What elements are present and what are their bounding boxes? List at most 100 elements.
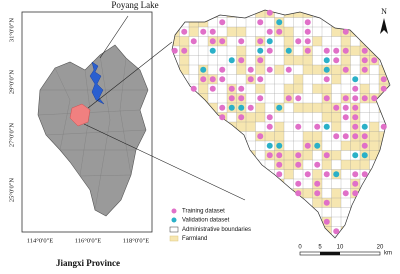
- sample-point: [342, 28, 349, 35]
- farmland-cell: [331, 198, 341, 208]
- sample-point: [304, 38, 311, 45]
- sample-point: [238, 85, 245, 92]
- sample-point: [342, 66, 349, 73]
- sample-point: [352, 152, 359, 159]
- farmland-cell: [236, 27, 246, 37]
- sample-point: [380, 123, 387, 130]
- lake-pointer: [99, 15, 129, 59]
- sample-point: [209, 85, 216, 92]
- sample-point: [380, 85, 387, 92]
- zoom-line: [83, 123, 246, 201]
- farmland-cell: [189, 122, 199, 132]
- sample-point: [181, 47, 188, 54]
- legend-label: Farmland: [182, 236, 207, 242]
- sample-point: [285, 66, 292, 73]
- farmland-cell: [189, 27, 199, 37]
- sample-point: [361, 57, 368, 64]
- farmland-cell: [227, 27, 237, 37]
- legend-swatch: [171, 217, 177, 223]
- farmland-cell: [208, 236, 218, 238]
- farmland-cell: [322, 226, 332, 236]
- farmland-cell: [312, 84, 322, 94]
- farmland-cell: [265, 188, 275, 198]
- sample-point: [342, 190, 349, 197]
- lat-label: 25°0'0"N: [8, 178, 15, 202]
- farmland-cell: [303, 236, 313, 238]
- farmland-cell: [303, 55, 313, 65]
- sample-point: [276, 152, 283, 159]
- sample-point: [257, 76, 264, 83]
- farmland-cell: [369, 169, 379, 179]
- farmland-cell: [208, 188, 218, 198]
- farmland-cell: [350, 207, 360, 217]
- farmland-cell: [255, 103, 265, 113]
- farmland-cell: [172, 150, 180, 160]
- sample-point: [342, 114, 349, 121]
- farmland-cell: [217, 169, 227, 179]
- farmland-cell: [179, 150, 189, 160]
- sample-point: [181, 28, 188, 35]
- scale-unit: km: [384, 251, 392, 257]
- sample-point: [171, 47, 178, 54]
- sample-point: [209, 38, 216, 45]
- farmland-cell: [331, 74, 341, 84]
- sample-point: [266, 28, 273, 35]
- farmland-cell: [303, 150, 313, 160]
- farmland-cell: [198, 188, 208, 198]
- farmland-cell: [274, 217, 284, 227]
- farmland-cell: [189, 141, 199, 151]
- sample-point: [342, 95, 349, 102]
- farmland-cell: [293, 10, 303, 18]
- sample-point: [257, 95, 264, 102]
- farmland-cell: [379, 226, 389, 236]
- farmland-cell: [284, 10, 294, 18]
- sample-point: [219, 76, 226, 83]
- lat-label: 31°0'0"N: [8, 18, 15, 42]
- farmland-cell: [331, 122, 341, 132]
- scale-tick-label: 0: [298, 245, 302, 251]
- sample-point: [257, 19, 264, 26]
- legend: Training dataset Validation dataset Admi…: [169, 208, 251, 242]
- sample-point: [361, 152, 368, 159]
- farmland-cell: [274, 188, 284, 198]
- farmland-cell: [360, 84, 370, 94]
- farmland-cell: [388, 141, 390, 151]
- sample-point: [361, 47, 368, 54]
- sample-point: [361, 123, 368, 130]
- farmland-cell: [303, 131, 313, 141]
- farmland-cell: [369, 141, 379, 151]
- farmland-cell: [179, 188, 189, 198]
- farmland-cell: [369, 17, 379, 27]
- sample-point: [276, 104, 283, 111]
- farmland-cell: [217, 198, 227, 208]
- sample-point: [266, 114, 273, 121]
- sample-point: [323, 199, 330, 206]
- farmland-cell: [236, 217, 246, 227]
- sample-point: [190, 85, 197, 92]
- sample-point: [247, 76, 254, 83]
- farmland-cell: [322, 84, 332, 94]
- sample-point: [276, 142, 283, 149]
- farmland-cell: [331, 27, 341, 37]
- farmland-cell: [331, 188, 341, 198]
- farmland-cell: [227, 236, 237, 238]
- farmland-cell: [369, 179, 379, 189]
- sample-point: [352, 114, 359, 121]
- farmland-cell: [350, 160, 360, 170]
- farmland-cell: [172, 112, 180, 122]
- sample-point: [209, 76, 216, 83]
- sample-point: [361, 171, 368, 178]
- farmland-cell: [274, 131, 284, 141]
- sample-point: [352, 85, 359, 92]
- lat-label: 27°0'0"N: [8, 123, 15, 147]
- farmland-cell: [198, 141, 208, 151]
- sample-point: [285, 95, 292, 102]
- sample-point: [238, 95, 245, 102]
- farmland-cell: [255, 112, 265, 122]
- sample-point: [342, 104, 349, 111]
- farmland-cell: [293, 207, 303, 217]
- overview-title: Jiangxi Province: [56, 258, 120, 268]
- sample-point: [276, 19, 283, 26]
- sample-point: [304, 142, 311, 149]
- farmland-cell: [350, 141, 360, 151]
